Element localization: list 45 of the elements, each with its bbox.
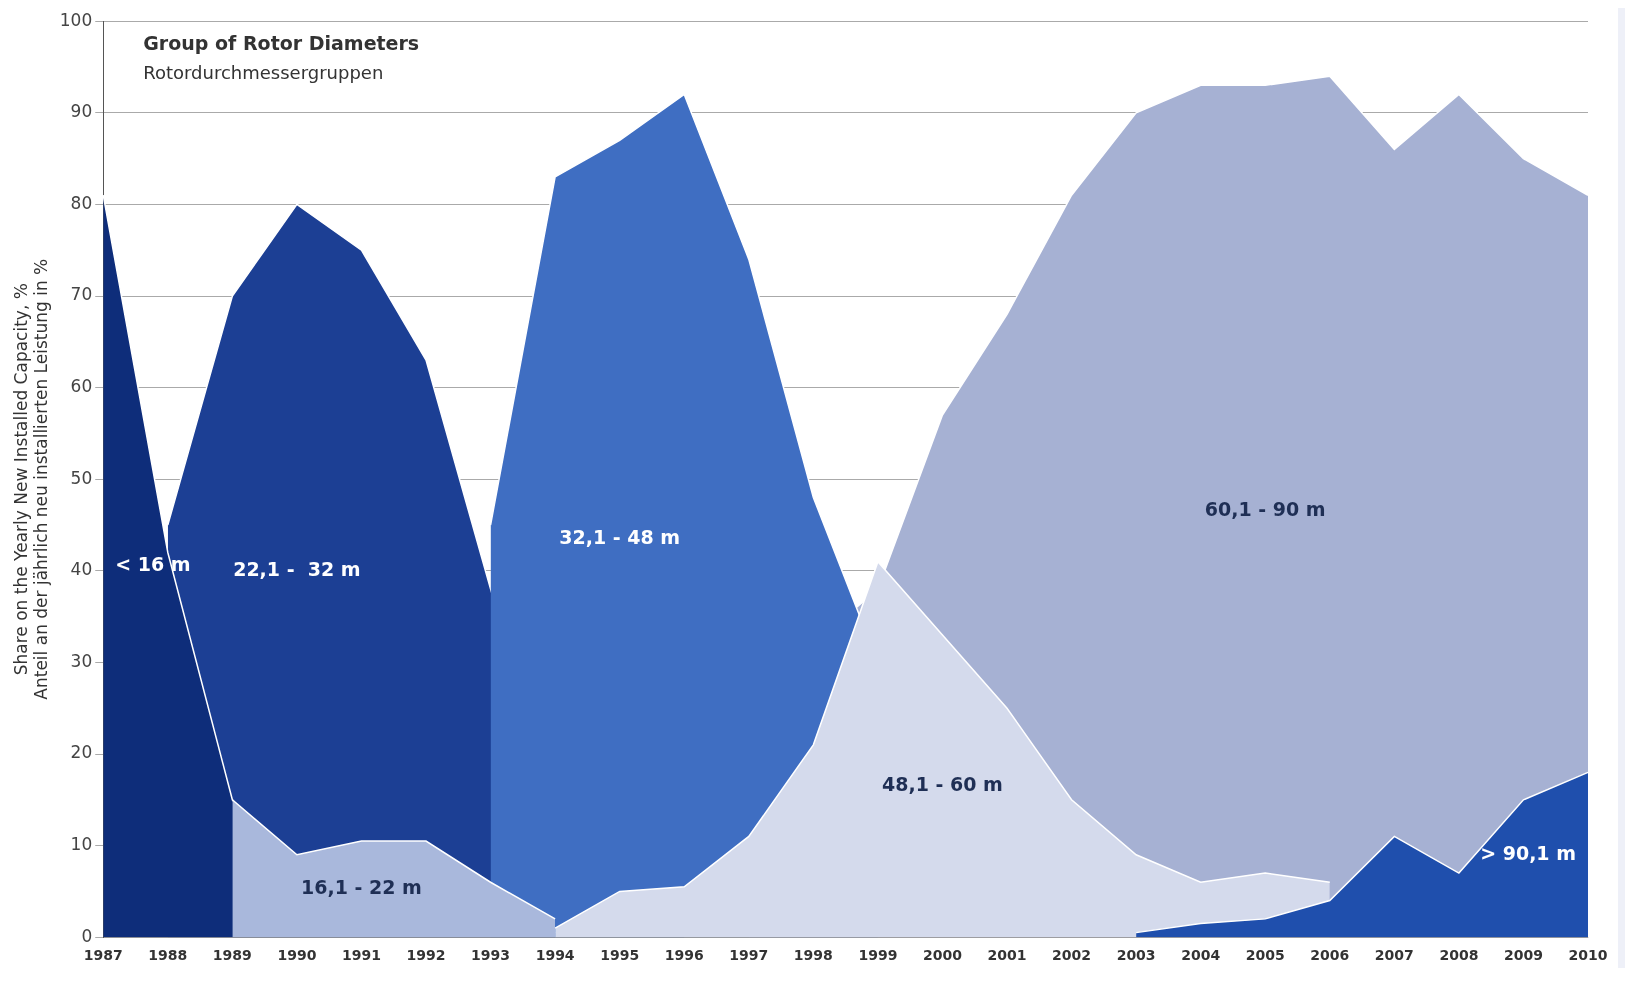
x-tick-label: 2003 [1116, 947, 1156, 964]
y-tick-label: 40 [70, 559, 93, 580]
series-label: 32,1 - 48 m [559, 525, 681, 548]
x-tick-label: 1994 [535, 947, 575, 964]
x-tick-label: 2008 [1439, 947, 1479, 964]
y-tick-label: 50 [70, 467, 93, 488]
series-label: 22,1 - 32 m [233, 557, 361, 580]
y-tick-label: 100 [59, 9, 93, 30]
x-tick-label: 1988 [148, 947, 188, 964]
y-tick-label: 60 [70, 376, 93, 397]
x-tick-label: 2010 [1568, 947, 1608, 964]
y-tick-label: 90 [70, 101, 93, 122]
series-label: 60,1 - 90 m [1204, 498, 1326, 521]
x-tick-label: 1995 [600, 947, 640, 964]
y-tick-label: 20 [70, 742, 93, 763]
x-tick-label: 2007 [1374, 947, 1414, 964]
series-label: 16,1 - 22 m [301, 876, 422, 899]
x-tick-label: 1998 [793, 947, 833, 964]
x-tick-label: 1997 [729, 947, 769, 964]
text: Rotordurchmessergruppen [143, 61, 384, 83]
x-tick-label: 2001 [987, 947, 1027, 964]
x-tick-label: 1996 [664, 947, 704, 964]
series-label: < 16 m [115, 553, 191, 576]
x-tick-label: 2002 [1052, 947, 1092, 964]
x-tick-label: 1992 [406, 947, 446, 964]
x-tick-label: 1990 [277, 947, 317, 964]
x-tick-label: 2000 [922, 947, 963, 964]
x-tick-label: 1999 [858, 947, 898, 964]
x-tick-label: 1993 [471, 947, 511, 964]
y-tick-label: 70 [70, 284, 93, 305]
x-tick-label: 2004 [1181, 947, 1221, 964]
x-tick-label: 1989 [212, 947, 252, 964]
x-tick-label: 1987 [83, 947, 123, 964]
y-axis-title: Share on the Yearly New Installed Capacity, % Anteil an der jährlich neu installierten Leistung in % [10, 258, 52, 700]
y-tick-label: 10 [70, 834, 93, 855]
y-tick-label: 0 [81, 925, 93, 946]
series-label: > 90,1 m [1480, 841, 1576, 864]
x-tick-label: 2006 [1310, 947, 1350, 964]
series-label: 48,1 - 60 m [882, 773, 1003, 795]
x-tick-label: 2009 [1503, 947, 1543, 964]
x-tick-label: 1991 [341, 947, 381, 964]
y-tick-label: 80 [70, 192, 93, 213]
text: Group of Rotor Diameters [143, 31, 420, 54]
y-tick-label: 30 [70, 650, 93, 671]
x-tick-label: 2005 [1245, 947, 1285, 964]
